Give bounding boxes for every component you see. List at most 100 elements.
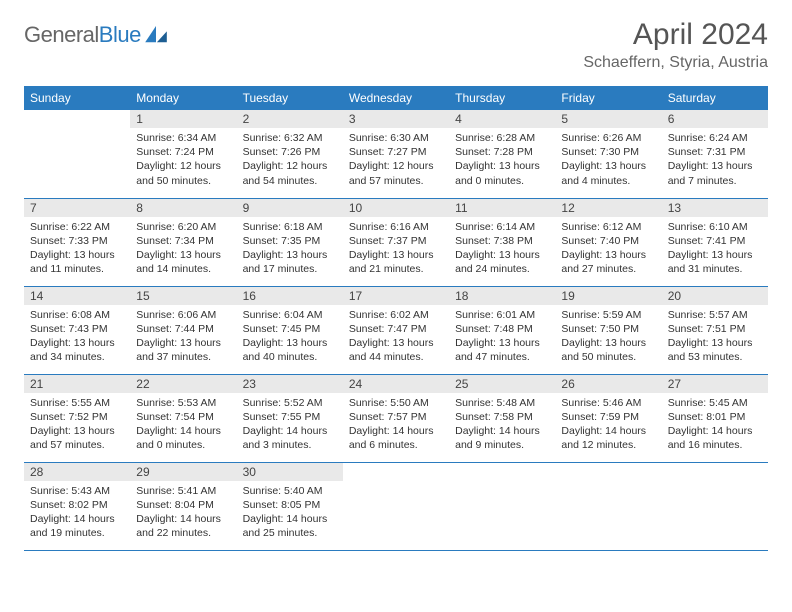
day-info: Sunrise: 5:48 AMSunset: 7:58 PMDaylight:…: [449, 393, 555, 457]
day-info: Sunrise: 5:46 AMSunset: 7:59 PMDaylight:…: [555, 393, 661, 457]
day-info: Sunrise: 6:04 AMSunset: 7:45 PMDaylight:…: [237, 305, 343, 369]
logo: GeneralBlue: [24, 22, 167, 48]
day-number: 28: [24, 463, 130, 481]
day-info: Sunrise: 5:45 AMSunset: 8:01 PMDaylight:…: [662, 393, 768, 457]
day-number: 4: [449, 110, 555, 128]
day-info: Sunrise: 5:41 AMSunset: 8:04 PMDaylight:…: [130, 481, 236, 545]
day-number: 23: [237, 375, 343, 393]
calendar-cell: 17Sunrise: 6:02 AMSunset: 7:47 PMDayligh…: [343, 286, 449, 374]
calendar-cell: 22Sunrise: 5:53 AMSunset: 7:54 PMDayligh…: [130, 374, 236, 462]
day-number: 6: [662, 110, 768, 128]
calendar-table: SundayMondayTuesdayWednesdayThursdayFrid…: [24, 86, 768, 551]
day-info: Sunrise: 5:59 AMSunset: 7:50 PMDaylight:…: [555, 305, 661, 369]
day-info: Sunrise: 6:32 AMSunset: 7:26 PMDaylight:…: [237, 128, 343, 192]
day-info: Sunrise: 5:50 AMSunset: 7:57 PMDaylight:…: [343, 393, 449, 457]
calendar-cell: [343, 462, 449, 550]
header: GeneralBlue April 2024 Schaeffern, Styri…: [24, 18, 768, 72]
day-number: 13: [662, 199, 768, 217]
day-number: 18: [449, 287, 555, 305]
day-info: Sunrise: 6:16 AMSunset: 7:37 PMDaylight:…: [343, 217, 449, 281]
day-info: Sunrise: 6:30 AMSunset: 7:27 PMDaylight:…: [343, 128, 449, 192]
day-info: Sunrise: 6:02 AMSunset: 7:47 PMDaylight:…: [343, 305, 449, 369]
weekday-header: Saturday: [662, 86, 768, 110]
title-block: April 2024 Schaeffern, Styria, Austria: [583, 18, 768, 72]
weekday-header: Wednesday: [343, 86, 449, 110]
day-info: Sunrise: 6:06 AMSunset: 7:44 PMDaylight:…: [130, 305, 236, 369]
day-info: Sunrise: 6:01 AMSunset: 7:48 PMDaylight:…: [449, 305, 555, 369]
day-number: 3: [343, 110, 449, 128]
calendar-cell: 11Sunrise: 6:14 AMSunset: 7:38 PMDayligh…: [449, 198, 555, 286]
day-number: 20: [662, 287, 768, 305]
day-info: Sunrise: 6:22 AMSunset: 7:33 PMDaylight:…: [24, 217, 130, 281]
calendar-row: 28Sunrise: 5:43 AMSunset: 8:02 PMDayligh…: [24, 462, 768, 550]
day-number: 30: [237, 463, 343, 481]
day-number: 2: [237, 110, 343, 128]
day-info: Sunrise: 6:14 AMSunset: 7:38 PMDaylight:…: [449, 217, 555, 281]
month-title: April 2024: [583, 18, 768, 52]
day-info: Sunrise: 6:12 AMSunset: 7:40 PMDaylight:…: [555, 217, 661, 281]
day-info: Sunrise: 6:24 AMSunset: 7:31 PMDaylight:…: [662, 128, 768, 192]
calendar-row: 7Sunrise: 6:22 AMSunset: 7:33 PMDaylight…: [24, 198, 768, 286]
day-number: 10: [343, 199, 449, 217]
calendar-cell: 28Sunrise: 5:43 AMSunset: 8:02 PMDayligh…: [24, 462, 130, 550]
calendar-cell: [449, 462, 555, 550]
calendar-cell: 9Sunrise: 6:18 AMSunset: 7:35 PMDaylight…: [237, 198, 343, 286]
calendar-cell: 3Sunrise: 6:30 AMSunset: 7:27 PMDaylight…: [343, 110, 449, 198]
day-number: 29: [130, 463, 236, 481]
calendar-cell: 5Sunrise: 6:26 AMSunset: 7:30 PMDaylight…: [555, 110, 661, 198]
calendar-cell: 14Sunrise: 6:08 AMSunset: 7:43 PMDayligh…: [24, 286, 130, 374]
calendar-cell: 16Sunrise: 6:04 AMSunset: 7:45 PMDayligh…: [237, 286, 343, 374]
calendar-cell: 13Sunrise: 6:10 AMSunset: 7:41 PMDayligh…: [662, 198, 768, 286]
calendar-cell: 2Sunrise: 6:32 AMSunset: 7:26 PMDaylight…: [237, 110, 343, 198]
day-info: Sunrise: 5:57 AMSunset: 7:51 PMDaylight:…: [662, 305, 768, 369]
day-number: 12: [555, 199, 661, 217]
calendar-cell: 10Sunrise: 6:16 AMSunset: 7:37 PMDayligh…: [343, 198, 449, 286]
calendar-cell: 8Sunrise: 6:20 AMSunset: 7:34 PMDaylight…: [130, 198, 236, 286]
calendar-cell: [24, 110, 130, 198]
day-info: Sunrise: 6:08 AMSunset: 7:43 PMDaylight:…: [24, 305, 130, 369]
weekday-header: Monday: [130, 86, 236, 110]
logo-sail-icon: [145, 26, 167, 44]
calendar-body: 1Sunrise: 6:34 AMSunset: 7:24 PMDaylight…: [24, 110, 768, 550]
day-number: 25: [449, 375, 555, 393]
day-info: Sunrise: 5:52 AMSunset: 7:55 PMDaylight:…: [237, 393, 343, 457]
calendar-cell: 26Sunrise: 5:46 AMSunset: 7:59 PMDayligh…: [555, 374, 661, 462]
day-info: Sunrise: 6:18 AMSunset: 7:35 PMDaylight:…: [237, 217, 343, 281]
calendar-cell: 6Sunrise: 6:24 AMSunset: 7:31 PMDaylight…: [662, 110, 768, 198]
day-number: 24: [343, 375, 449, 393]
calendar-row: 1Sunrise: 6:34 AMSunset: 7:24 PMDaylight…: [24, 110, 768, 198]
location-label: Schaeffern, Styria, Austria: [583, 54, 768, 72]
calendar-cell: 30Sunrise: 5:40 AMSunset: 8:05 PMDayligh…: [237, 462, 343, 550]
weekday-header: Sunday: [24, 86, 130, 110]
day-number: 9: [237, 199, 343, 217]
calendar-cell: 25Sunrise: 5:48 AMSunset: 7:58 PMDayligh…: [449, 374, 555, 462]
day-number: 19: [555, 287, 661, 305]
day-info: Sunrise: 6:28 AMSunset: 7:28 PMDaylight:…: [449, 128, 555, 192]
calendar-cell: 18Sunrise: 6:01 AMSunset: 7:48 PMDayligh…: [449, 286, 555, 374]
day-info: Sunrise: 5:40 AMSunset: 8:05 PMDaylight:…: [237, 481, 343, 545]
calendar-row: 14Sunrise: 6:08 AMSunset: 7:43 PMDayligh…: [24, 286, 768, 374]
calendar-cell: 20Sunrise: 5:57 AMSunset: 7:51 PMDayligh…: [662, 286, 768, 374]
calendar-cell: 7Sunrise: 6:22 AMSunset: 7:33 PMDaylight…: [24, 198, 130, 286]
day-info: Sunrise: 6:10 AMSunset: 7:41 PMDaylight:…: [662, 217, 768, 281]
day-info: Sunrise: 6:34 AMSunset: 7:24 PMDaylight:…: [130, 128, 236, 192]
day-number: 17: [343, 287, 449, 305]
day-number: 16: [237, 287, 343, 305]
weekday-header-row: SundayMondayTuesdayWednesdayThursdayFrid…: [24, 86, 768, 110]
day-number: 22: [130, 375, 236, 393]
day-info: Sunrise: 6:20 AMSunset: 7:34 PMDaylight:…: [130, 217, 236, 281]
calendar-cell: 19Sunrise: 5:59 AMSunset: 7:50 PMDayligh…: [555, 286, 661, 374]
day-info: Sunrise: 6:26 AMSunset: 7:30 PMDaylight:…: [555, 128, 661, 192]
calendar-cell: [555, 462, 661, 550]
day-number: 27: [662, 375, 768, 393]
day-number: 1: [130, 110, 236, 128]
calendar-cell: [662, 462, 768, 550]
calendar-row: 21Sunrise: 5:55 AMSunset: 7:52 PMDayligh…: [24, 374, 768, 462]
day-number: 21: [24, 375, 130, 393]
day-number: 8: [130, 199, 236, 217]
calendar-cell: 12Sunrise: 6:12 AMSunset: 7:40 PMDayligh…: [555, 198, 661, 286]
calendar-cell: 27Sunrise: 5:45 AMSunset: 8:01 PMDayligh…: [662, 374, 768, 462]
day-info: Sunrise: 5:53 AMSunset: 7:54 PMDaylight:…: [130, 393, 236, 457]
day-number: 15: [130, 287, 236, 305]
calendar-cell: 15Sunrise: 6:06 AMSunset: 7:44 PMDayligh…: [130, 286, 236, 374]
